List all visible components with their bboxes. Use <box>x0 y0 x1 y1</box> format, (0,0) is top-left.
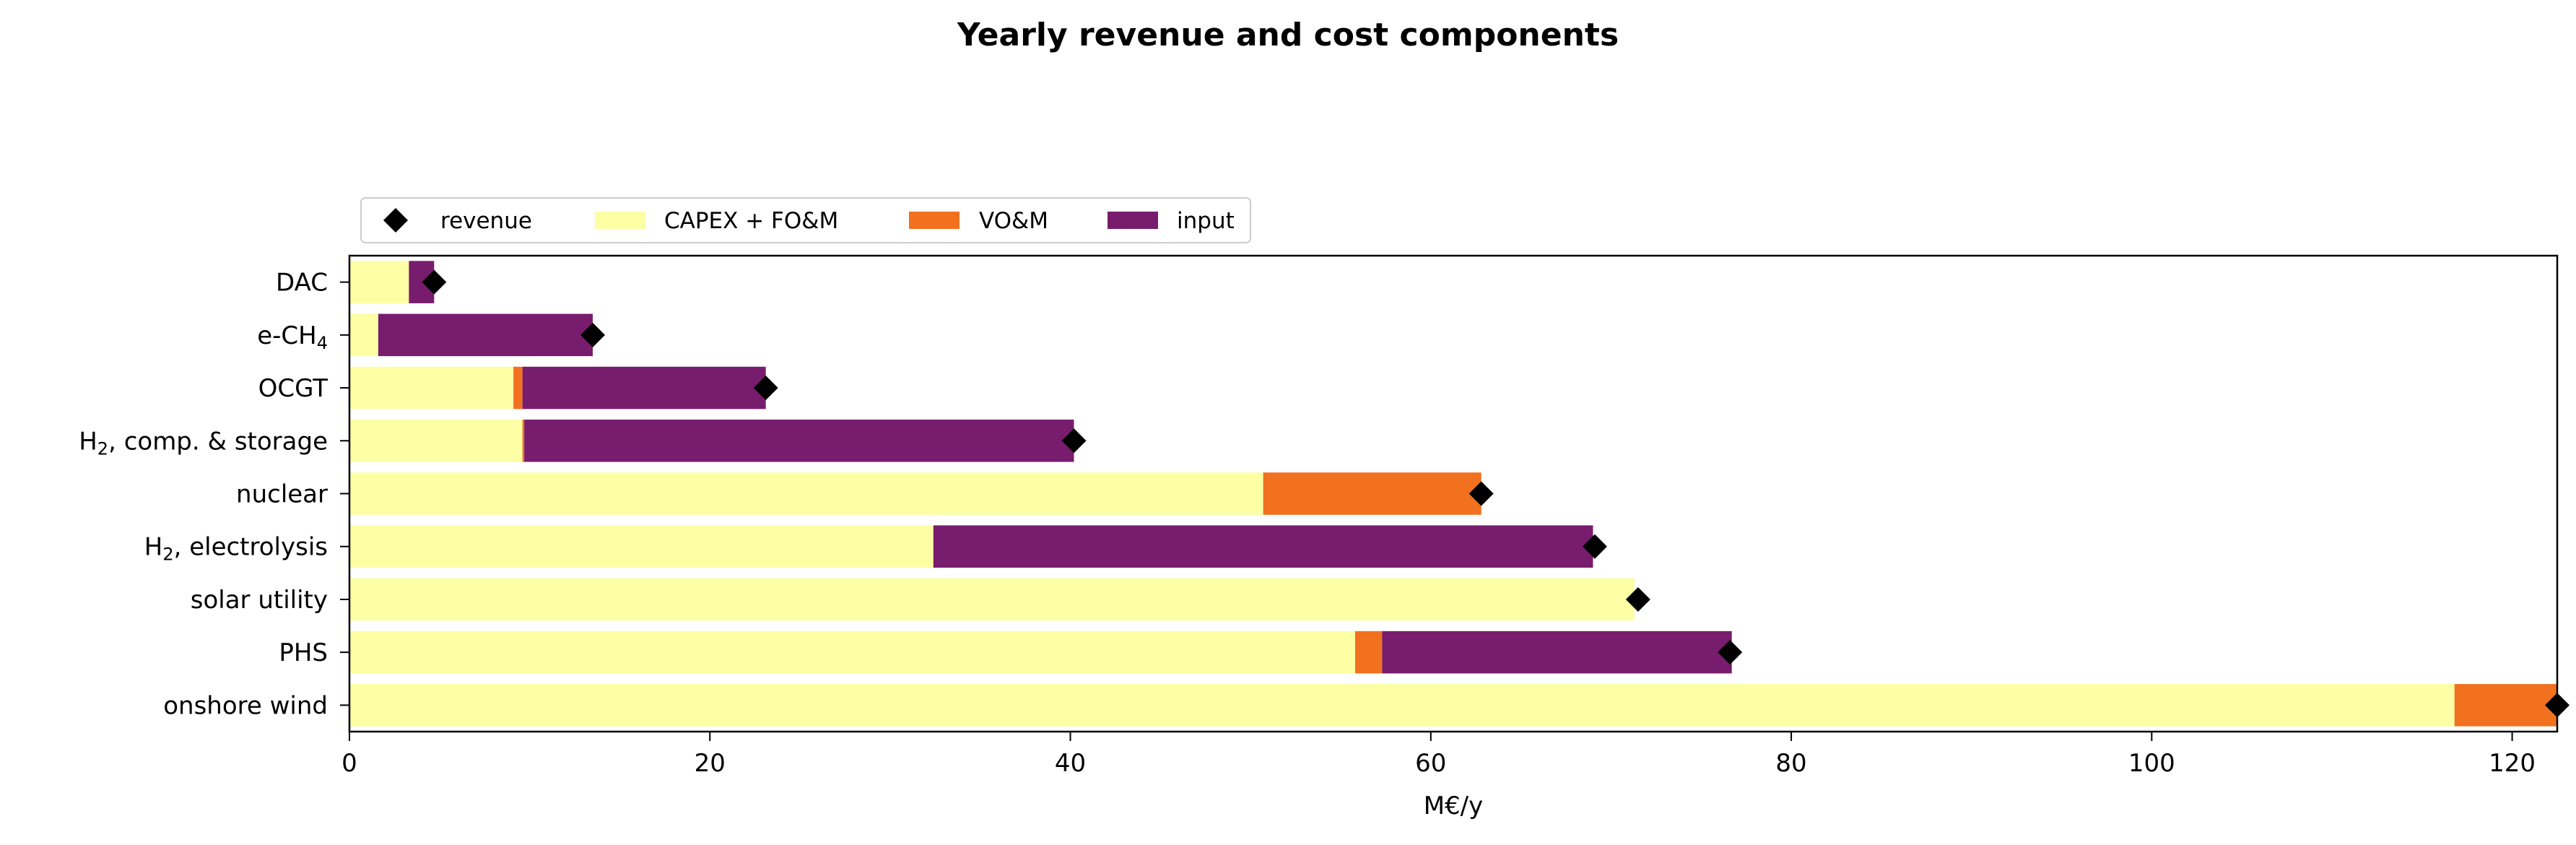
legend-revenue-marker <box>383 208 408 233</box>
revenue-marker-4 <box>1468 481 1494 506</box>
revenue-marker-1 <box>580 322 606 347</box>
x-axis-label: M€/y <box>1424 792 1484 820</box>
bar-segment-capex-1 <box>349 313 378 357</box>
y-tick-label: e-CH4 <box>257 321 328 353</box>
legend-vom-label: VO&M <box>979 208 1048 234</box>
legend-input-label: input <box>1177 208 1235 234</box>
x-tick-label: 20 <box>695 749 726 778</box>
bar-segment-vom-8 <box>2454 684 2557 727</box>
legend-input-swatch <box>1108 212 1158 229</box>
bar-segment-capex-3 <box>349 419 523 462</box>
legend: revenue CAPEX + FO&M VO&M input <box>360 197 1251 243</box>
x-axis: 0 20 40 60 80 100 120 <box>341 732 2536 778</box>
revenue-marker-2 <box>753 376 778 401</box>
y-tick-label: H2, comp. & storage <box>79 427 328 459</box>
bar-segment-vom-4 <box>1263 472 1481 515</box>
bar-segment-capex-0 <box>349 261 409 303</box>
y-axis: DAC e-CH4 OCGT H2, comp. & storage nuclear H2… <box>79 269 349 720</box>
x-tick-label: 60 <box>1415 749 1446 778</box>
revenue-marker-0 <box>422 269 447 295</box>
bar-segment-vom-7 <box>1354 630 1383 674</box>
bar-segment-capex-6 <box>349 578 1635 621</box>
legend-capex-label: CAPEX + FO&M <box>664 208 838 234</box>
bar-segment-capex-5 <box>349 525 934 568</box>
bar-segment-input-2 <box>522 366 766 410</box>
bar-segment-input-3 <box>524 419 1074 462</box>
y-tick-label: onshore wind <box>163 691 328 720</box>
legend-capex-swatch <box>595 212 645 229</box>
bar-segment-input-5 <box>933 525 1593 568</box>
chart-title: Yearly revenue and cost components <box>957 17 1619 53</box>
x-tick-label: 100 <box>2128 749 2175 778</box>
bar-segment-capex-8 <box>349 684 2455 727</box>
bars-layer <box>349 261 2557 727</box>
y-tick-label: nuclear <box>236 480 328 509</box>
legend-revenue-label: revenue <box>440 208 532 234</box>
x-tick-label: 0 <box>341 749 357 778</box>
x-tick-label: 80 <box>1775 749 1806 778</box>
revenue-marker-3 <box>1061 428 1087 454</box>
revenue-marker-6 <box>1625 586 1650 612</box>
y-tick-label: PHS <box>279 638 328 667</box>
bar-segment-capex-7 <box>349 630 1355 674</box>
bar-segment-vom-3 <box>522 419 525 462</box>
legend-frame <box>360 197 1251 243</box>
x-tick-label: 120 <box>2489 749 2536 778</box>
bar-segment-capex-4 <box>349 472 1263 515</box>
x-tick-label: 40 <box>1055 749 1086 778</box>
bar-segment-vom-2 <box>513 366 523 410</box>
bar-segment-input-7 <box>1382 630 1732 674</box>
revenue-marker-7 <box>1718 640 1743 665</box>
y-tick-label: OCGT <box>258 374 328 403</box>
y-tick-label: H2, electrolysis <box>144 533 328 565</box>
revenue-marker-5 <box>1582 534 1607 559</box>
y-tick-label: solar utility <box>191 586 328 615</box>
legend-vom-swatch <box>909 212 960 229</box>
y-tick-label: DAC <box>276 269 328 298</box>
bar-segment-capex-2 <box>349 366 514 410</box>
bar-segment-input-1 <box>378 313 593 357</box>
